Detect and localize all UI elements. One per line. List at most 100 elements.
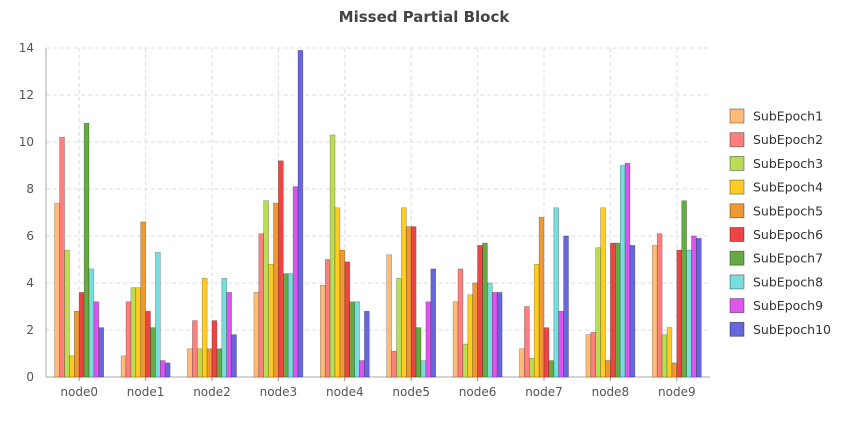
legend-swatch: [729, 132, 745, 148]
bar-subepoch8-node5: [420, 360, 427, 378]
y-tick-label: 4: [26, 276, 34, 290]
bar-subepoch4-node4: [334, 207, 341, 378]
y-tick-label: 8: [26, 182, 34, 196]
bar-subepoch2-node6: [457, 268, 464, 378]
bars: [54, 50, 702, 378]
bar-subepoch8-node1: [155, 252, 161, 378]
bar-subepoch10-node7: [563, 235, 569, 378]
bar-subepoch4-node5: [401, 207, 407, 378]
bar-subepoch6-node8: [610, 242, 616, 378]
x-tick-label: node4: [326, 385, 364, 399]
legend-item[interactable]: SubEpoch5: [729, 203, 823, 218]
bar-subepoch5-node9: [671, 362, 678, 378]
legend-item[interactable]: SubEpoch4: [729, 179, 823, 195]
legend-swatch: [729, 321, 745, 337]
chart-title: Missed Partial Block: [339, 8, 511, 26]
bar-subepoch1-node8: [585, 334, 592, 378]
bar-subepoch3-node7: [528, 357, 535, 378]
bar-subepoch9-node8: [624, 162, 631, 378]
bar-subepoch5-node0: [74, 310, 80, 378]
bar-subepoch4-node7: [533, 263, 540, 378]
bar-subepoch5-node7: [538, 216, 545, 378]
bar-subepoch2-node2: [192, 320, 198, 378]
bar-subepoch8-node7: [553, 207, 559, 378]
bar-subepoch7-node0: [83, 122, 90, 378]
legend-item[interactable]: SubEpoch6: [729, 227, 823, 242]
bar-subepoch7-node9: [681, 200, 687, 378]
bar-subepoch6-node9: [676, 249, 682, 378]
bar-subepoch5-node4: [339, 249, 346, 378]
bar-subepoch6-node2: [211, 320, 218, 378]
legend-swatch: [729, 155, 745, 171]
legend-label: SubEpoch6: [753, 227, 823, 242]
bar-subepoch4-node1: [135, 287, 142, 378]
bar-subepoch9-node9: [691, 235, 697, 378]
x-tick-label: node6: [459, 385, 497, 399]
bar-subepoch7-node2: [216, 348, 223, 378]
legend-label: SubEpoch8: [753, 274, 823, 289]
bar-subepoch7-node4: [349, 301, 355, 378]
bar-subepoch6-node5: [410, 226, 417, 378]
bar-subepoch8-node6: [487, 282, 493, 378]
legend-item[interactable]: SubEpoch10: [729, 321, 831, 337]
x-tick-label: node5: [392, 385, 430, 399]
x-tick-label: node2: [193, 385, 231, 399]
bar-subepoch7-node1: [150, 327, 156, 378]
bar-subepoch4-node0: [69, 355, 75, 378]
legend-item[interactable]: SubEpoch7: [729, 250, 823, 266]
bar-subepoch9-node6: [491, 292, 498, 378]
x-tick-label: node3: [260, 385, 298, 399]
bar-subepoch5-node5: [405, 226, 412, 378]
bar-subepoch1-node0: [54, 202, 60, 378]
legend-swatch: [729, 179, 745, 195]
bar-subepoch6-node1: [145, 310, 151, 378]
bar-subepoch2-node0: [59, 137, 65, 378]
bar-subepoch10-node1: [164, 362, 171, 378]
legend-item[interactable]: SubEpoch9: [729, 298, 823, 313]
x-tick-label: node8: [592, 385, 630, 399]
bar-subepoch10-node4: [364, 310, 370, 378]
bar-subepoch5-node6: [472, 282, 478, 378]
bar-subepoch2-node5: [391, 350, 397, 378]
bar-subepoch9-node7: [558, 310, 564, 378]
bar-subepoch4-node3: [268, 263, 274, 378]
y-tick-label: 0: [26, 370, 34, 384]
bar-subepoch5-node1: [140, 221, 146, 378]
bar-subepoch8-node2: [221, 277, 228, 378]
y-tick-label: 10: [19, 135, 34, 149]
x-axis-ticks: node0 node1 node2 node3 node4 node5 node6 node7…: [60, 377, 696, 399]
x-tick-label: node0: [60, 385, 98, 399]
legend-swatch: [729, 274, 745, 290]
legend-item[interactable]: SubEpoch2: [729, 132, 823, 148]
bar-subepoch9-node5: [425, 301, 432, 378]
bar-subepoch3-node3: [263, 200, 269, 378]
y-tick-label: 6: [26, 229, 34, 243]
legend-label: SubEpoch3: [753, 156, 823, 171]
legend-item[interactable]: SubEpoch8: [729, 274, 823, 290]
bar-subepoch10-node9: [696, 238, 702, 378]
bar-subepoch1-node1: [120, 355, 127, 378]
bar-subepoch4-node8: [600, 207, 606, 378]
legend-item[interactable]: SubEpoch1: [729, 108, 823, 124]
legend-swatch: [729, 250, 745, 266]
bar-subepoch3-node8: [595, 247, 601, 378]
x-tick-label: node9: [658, 385, 696, 399]
bar-subepoch3-node5: [396, 277, 402, 378]
bar-subepoch6-node4: [344, 261, 350, 378]
bar-subepoch2-node3: [258, 233, 264, 378]
bar-subepoch1-node9: [651, 245, 658, 378]
bar-subepoch2-node7: [524, 306, 530, 378]
bar-subepoch4-node6: [467, 294, 473, 378]
bar-subepoch2-node9: [656, 233, 663, 378]
y-tick-label: 14: [19, 41, 34, 55]
legend-swatch: [729, 108, 745, 124]
bar-subepoch8-node9: [686, 249, 692, 378]
bar-subepoch6-node3: [278, 160, 284, 378]
legend-item[interactable]: SubEpoch3: [729, 155, 823, 171]
bar-subepoch7-node3: [282, 273, 289, 378]
legend-label: SubEpoch4: [753, 180, 823, 195]
legend-label: SubEpoch9: [753, 298, 823, 313]
bar-subepoch3-node0: [64, 249, 70, 378]
bar-subepoch10-node2: [231, 334, 237, 378]
